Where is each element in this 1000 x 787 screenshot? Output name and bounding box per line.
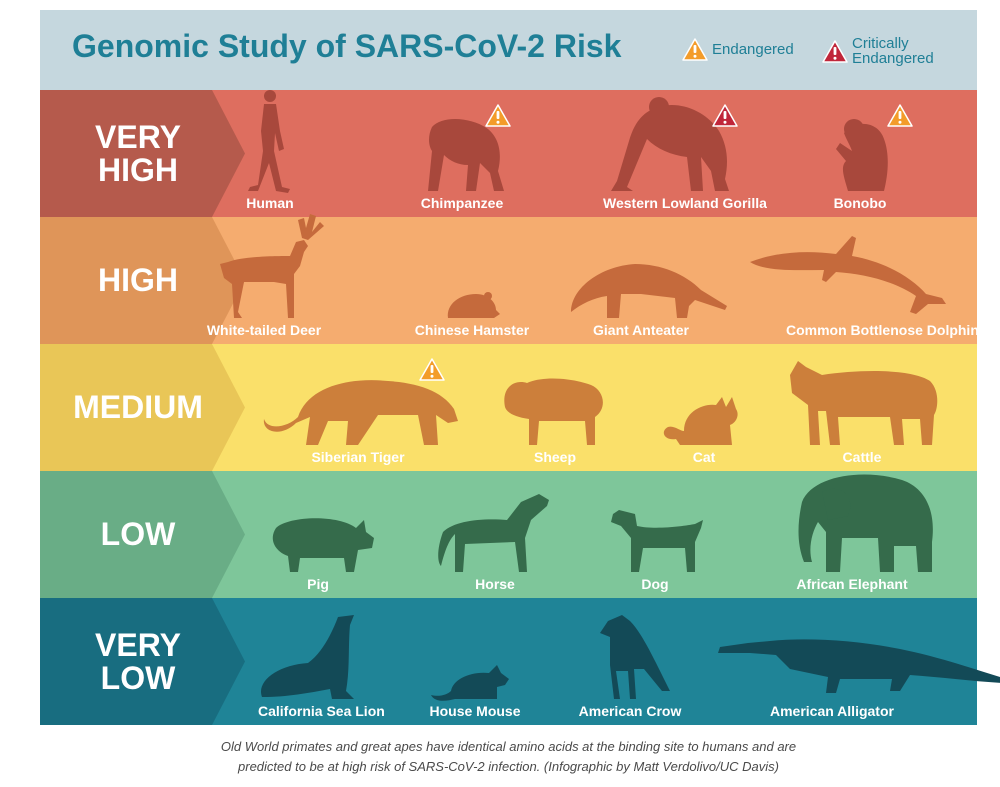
cattle-silhouette-icon [790, 361, 938, 445]
animal-name: Cattle [842, 449, 882, 465]
risk-level-chevron [40, 217, 245, 344]
horse-silhouette-icon [438, 494, 549, 572]
human-silhouette-icon [248, 90, 290, 193]
sheep-silhouette-icon [504, 378, 603, 445]
risk-level-label: VERY HIGH [95, 118, 181, 188]
risk-band-4: LOW Pig Horse Dog African Elephant [40, 471, 977, 598]
legend-critically-line2: Endangered [852, 50, 934, 67]
animal-name: Dog [641, 576, 669, 592]
crow-silhouette-icon [600, 615, 670, 699]
animal-name: Giant Anteater [593, 322, 689, 338]
warning-triangle-icon [419, 358, 445, 381]
sea-lion-silhouette-icon [261, 615, 354, 699]
risk-level-label: MEDIUM [73, 389, 203, 425]
risk-level-chevron [40, 598, 245, 725]
page-title: Genomic Study of SARS-CoV-2 Risk [72, 28, 622, 64]
animal-name: Chinese Hamster [414, 322, 530, 338]
legend-endangered-label: Endangered [712, 41, 794, 58]
legend-critically-endangered-label: Critically Endangered [852, 36, 934, 66]
animal-name: Pig [307, 576, 329, 592]
animal-name: Siberian Tiger [311, 449, 405, 465]
dog-silhouette-icon [611, 510, 703, 572]
bonobo-silhouette-icon [836, 104, 913, 191]
elephant-silhouette-icon [798, 474, 933, 572]
critical-warning-triangle-icon [712, 104, 738, 127]
anteater-silhouette-icon [571, 264, 727, 318]
warning-triangle-icon [485, 104, 511, 127]
caption-line-2: predicted to be at high risk of SARS-CoV… [238, 759, 779, 774]
chimpanzee-silhouette-icon [428, 104, 511, 191]
legend-critically-line1: Critically [852, 35, 909, 52]
animal-name: American Crow [578, 703, 682, 719]
risk-band-3: MEDIUM Siberian Tiger Sheep Cat Cattle [40, 344, 977, 471]
alligator-silhouette-icon [718, 639, 1000, 693]
risk-level-label: LOW [100, 516, 176, 552]
gorilla-silhouette-icon [611, 97, 738, 191]
animal-name: Western Lowland Gorilla [603, 195, 767, 211]
risk-level-chevron [40, 90, 245, 217]
animal-name: American Alligator [770, 703, 894, 719]
legend-critically-endangered: Critically Endangered [822, 36, 934, 66]
animal-name: Cat [692, 449, 716, 465]
animal-name: Horse [475, 576, 515, 592]
animal-name: California Sea Lion [258, 703, 385, 719]
tiger-silhouette-icon [263, 358, 458, 445]
animal-name: Common Bottlenose Dolphin [786, 322, 979, 338]
mouse-silhouette-icon [431, 665, 509, 701]
risk-band-2: HIGH White-tailed Deer Chinese Hamster Gian… [40, 214, 979, 344]
animal-name: House Mouse [429, 703, 521, 719]
warning-triangle-icon [682, 38, 708, 61]
animal-name: Human [246, 195, 294, 211]
animal-name: Chimpanzee [420, 195, 504, 211]
deer-silhouette-icon [220, 214, 324, 318]
header: Genomic Study of SARS-CoV-2 Risk Endange… [40, 10, 977, 90]
risk-level-chevron [40, 344, 245, 471]
caption-line-1: Old World primates and great apes have i… [220, 739, 797, 754]
animal-name: Bonobo [833, 195, 887, 211]
dolphin-silhouette-icon [750, 236, 946, 314]
infographic: Genomic Study of SARS-CoV-2 Risk Endange… [40, 10, 1000, 726]
risk-level-label: HIGH [98, 262, 178, 298]
risk-level-chevron [40, 471, 245, 598]
caption: Old World primates and great apes have i… [40, 737, 977, 777]
risk-level-label: VERY LOW [95, 626, 181, 696]
warning-triangle-icon [887, 104, 913, 127]
hamster-silhouette-icon [447, 292, 500, 318]
critical-warning-triangle-icon [822, 39, 848, 63]
risk-band-1: VERY HIGH Human Chimpanzee Western Lowland … [40, 90, 977, 217]
cat-silhouette-icon [663, 397, 738, 445]
animal-name: White-tailed Deer [206, 322, 322, 338]
animal-name: Sheep [533, 449, 576, 465]
animal-name: African Elephant [796, 576, 908, 592]
pig-silhouette-icon [272, 518, 374, 572]
legend-endangered: Endangered [682, 38, 794, 61]
risk-band-5: VERY LOW California Sea Lion House Mouse Am… [40, 598, 1000, 725]
